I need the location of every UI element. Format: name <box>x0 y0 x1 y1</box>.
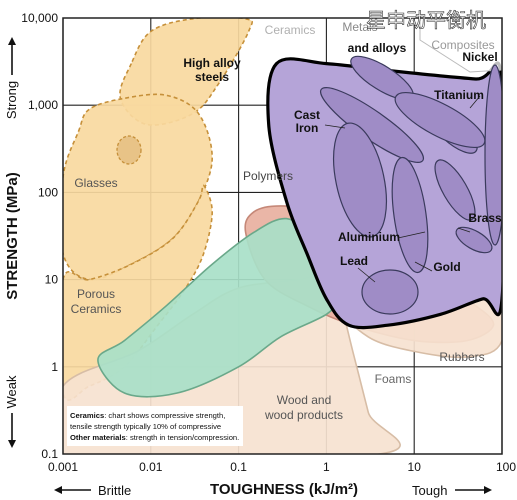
x-low-arrowhead <box>54 486 62 494</box>
brass-label: Brass <box>468 211 502 225</box>
x-tick-label: 100 <box>496 460 516 474</box>
composites-region <box>419 18 502 73</box>
brass-subregion <box>434 159 476 221</box>
leader-line-0 <box>457 227 471 233</box>
titanium-subregion <box>394 92 486 148</box>
polymers-label: Polymers <box>243 169 293 183</box>
gold-subregion <box>391 156 429 274</box>
brass-lobe <box>455 226 493 254</box>
wood-and-wood-products-label: Wood and wood products <box>264 393 343 422</box>
porous-ceramics-region <box>63 184 214 401</box>
aluminium-label: Aluminium <box>338 230 400 244</box>
leader-line-1 <box>324 124 346 129</box>
foams-label: Foams <box>375 372 412 386</box>
x-tick-label: 1 <box>323 460 330 474</box>
y-axis-title: STRENGTH (MPa) <box>4 172 21 300</box>
annotation-line-1: Ceramics: chart shows compressive streng… <box>70 411 225 420</box>
y-low-arrowhead <box>8 440 16 448</box>
x-tick-label: 0.1 <box>230 460 247 474</box>
composites-label: Composites <box>431 38 494 52</box>
x-tick-label: 0.001 <box>48 460 78 474</box>
rubbers-label: Rubbers <box>439 350 484 364</box>
glasses-label: Glasses <box>74 176 117 190</box>
high-alloy-steels-label: High alloy steels <box>183 56 241 84</box>
y-low-end: Weak <box>4 375 19 448</box>
x-high-label: Tough <box>412 483 447 498</box>
x-low-label: Brittle <box>98 483 131 498</box>
x-axis-title: TOUGHNESS (kJ/m²) <box>210 481 358 498</box>
y-tick-label: 0.1 <box>41 447 58 461</box>
leader-line-4 <box>414 261 433 272</box>
x-axis-title-text: TOUGHNESS (kJ/m²) <box>210 481 358 498</box>
aluminium-subregion <box>333 122 387 238</box>
region-labels: Ceramics Composites Metals and alloys High a… <box>71 20 502 422</box>
leader-line-2 <box>397 231 426 239</box>
annotation-line-3: Other materials: strength in tension/com… <box>70 433 239 442</box>
y-tick-label: 100 <box>38 185 58 199</box>
x-tick-label: 10 <box>408 460 422 474</box>
gold-label: Gold <box>433 260 460 274</box>
ceramics-label: Ceramics <box>265 23 316 37</box>
leader-line-3 <box>357 267 376 283</box>
annotation-line-2: tensile strength typically 10% of compre… <box>70 422 221 431</box>
porous-ceramics-label: Porous Ceramics <box>71 287 122 316</box>
y-tick-label: 1 <box>51 360 58 374</box>
y-tick-label: 10,000 <box>21 11 58 25</box>
y-tick-label: 10 <box>45 273 59 287</box>
y-low-label: Weak <box>4 375 19 408</box>
nickel-label: Nickel <box>462 50 497 64</box>
leader-line-5 <box>469 95 481 109</box>
x-high-end: Tough <box>412 483 492 498</box>
annotation-background <box>67 406 243 446</box>
metals-label: Metals <box>342 20 377 34</box>
y-high-end: Strong <box>4 37 19 119</box>
tick-labels: 0.001 0.01 0.1 1 10 100 0.1 1 10 100 1,000 10,000 <box>21 11 516 474</box>
y-high-label: Strong <box>4 81 19 119</box>
and-alloys-label: and alloys <box>348 41 407 55</box>
plot-frame <box>62 17 503 455</box>
annotation-box: Ceramics: chart shows compressive streng… <box>67 406 243 446</box>
glasses-spot <box>116 135 142 165</box>
titanium-label: Titanium <box>434 88 484 102</box>
nickel-subregion <box>484 64 502 246</box>
x-high-arrowhead <box>484 486 492 494</box>
x-low-end: Brittle <box>54 483 131 498</box>
cast-iron-label: Cast Iron <box>294 108 320 135</box>
metal-subregions <box>319 55 502 315</box>
lead-subregion <box>361 269 419 315</box>
y-tick-label: 1,000 <box>28 98 58 112</box>
lead-label: Lead <box>340 254 368 268</box>
watermark: 星申动平衡机 <box>366 9 486 32</box>
y-high-arrowhead <box>8 37 16 45</box>
x-tick-label: 0.01 <box>139 460 163 474</box>
